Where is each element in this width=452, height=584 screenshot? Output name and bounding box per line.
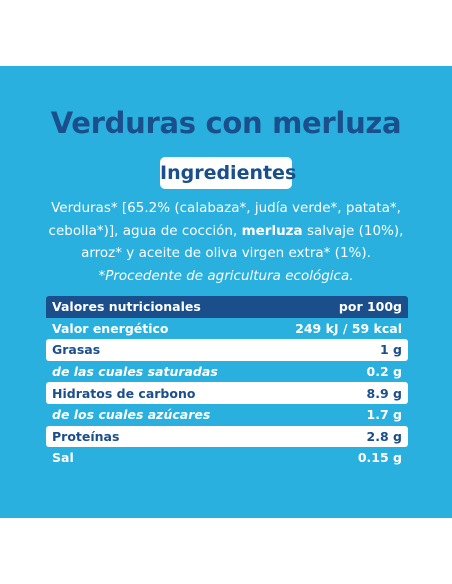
nutrition-label: Valor energético	[52, 320, 169, 336]
nutrition-header: Valores nutricionales por 100g	[46, 296, 408, 318]
nutrition-label: Proteínas	[52, 428, 120, 444]
nutrition-value: 1.7 g	[366, 407, 402, 423]
nutrition-value: 1 g	[380, 342, 402, 358]
nutrition-row-energy: Valor energético 249 kJ / 59 kcal	[46, 318, 408, 340]
nutrition-row-protein: Proteínas 2.8 g	[46, 425, 408, 448]
ingredients-part1: Verduras* [65.2% (calabaza*, judía verde…	[48, 200, 401, 239]
nutrition-value: 8.9 g	[366, 385, 402, 401]
ingredients-note: *Procedente de agricultura ecológica.	[98, 267, 354, 284]
nutrition-row-sugars: de los cuales azúcares 1.7 g	[46, 404, 408, 426]
ingredients-heading: Ingredientes	[160, 157, 296, 189]
product-title: Verduras con merluza	[50, 106, 402, 140]
nutrition-label: de las cuales saturadas	[52, 364, 218, 380]
nutrition-value: 2.8 g	[366, 428, 402, 444]
nutrition-row-carbs: Hidratos de carbono 8.9 g	[46, 382, 408, 404]
nutrition-row-saturated: de las cuales saturadas 0.2 g	[46, 361, 408, 383]
nutrition-row-salt: Sal 0.15 g	[46, 447, 408, 469]
nutrition-label: Hidratos de carbono	[52, 385, 196, 401]
ingredients-bold: merluza	[241, 222, 303, 239]
ingredients-part2: salvaje (10%), arroz* y aceite de oliva …	[81, 222, 404, 262]
nutrition-label: Grasas	[52, 342, 101, 358]
nutrition-header-label: Valores nutricionales	[52, 299, 201, 315]
nutrition-label: Sal	[52, 450, 74, 466]
nutrition-value: 0.2 g	[366, 364, 402, 380]
nutrition-value: 0.15 g	[357, 450, 402, 466]
nutrition-table: Valores nutricionales por 100g Valor ene…	[46, 296, 408, 469]
nutrition-header-value: por 100g	[338, 299, 402, 315]
ingredients-text: Verduras* [65.2% (calabaza*, judía verde…	[40, 197, 412, 287]
nutrition-row-fat: Grasas 1 g	[46, 339, 408, 361]
nutrition-value: 249 kJ / 59 kcal	[295, 320, 402, 336]
nutrition-label: de los cuales azúcares	[52, 407, 211, 423]
